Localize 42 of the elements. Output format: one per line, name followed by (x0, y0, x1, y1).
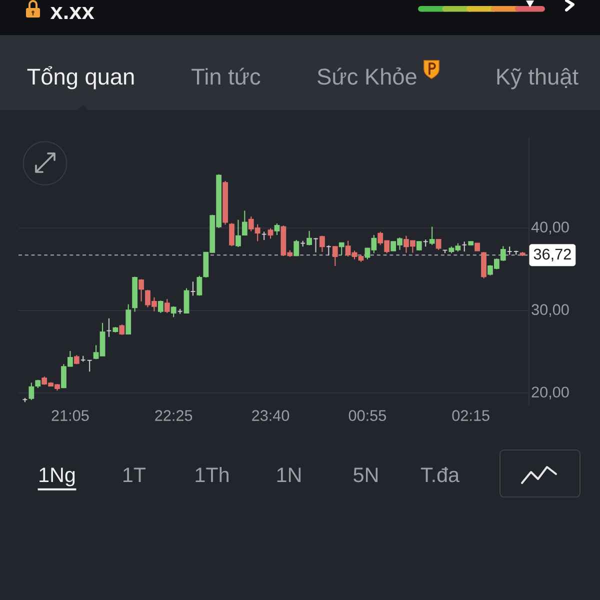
ref-line-label: 36,72 (534, 248, 571, 262)
text: 1Ng (40, 468, 75, 486)
x-tick-label: 02:15 (452, 410, 490, 421)
candlestick (429, 226, 435, 246)
candlestick (119, 324, 125, 336)
y-tick-label: 40,00 (531, 222, 569, 234)
candlestick (138, 278, 144, 302)
text: Tổng quan (27, 66, 134, 90)
text: Tin tức (192, 68, 260, 85)
candlestick (416, 240, 422, 251)
x-tick-label: 23:40 (252, 410, 290, 421)
text: Kỹ thuật (497, 68, 578, 90)
candlestick (274, 222, 280, 236)
candlestick (164, 298, 170, 314)
text: 1T (124, 468, 146, 482)
candlestick (196, 275, 202, 296)
candlestick (320, 235, 325, 252)
candlestick (236, 219, 241, 248)
candlestick (306, 230, 312, 246)
candlestick (294, 239, 300, 257)
text: Sức Khỏe (318, 67, 416, 85)
candlestick (268, 228, 274, 240)
candlestick (436, 238, 442, 250)
candlestick (126, 304, 132, 335)
text: 5N (354, 468, 378, 482)
candlestick (28, 382, 34, 401)
text: 1Th (196, 467, 228, 482)
candlestick (332, 246, 338, 266)
candlestick (158, 300, 164, 314)
candlestick (338, 242, 344, 256)
x-tick-label: 22:25 (155, 410, 192, 421)
chart-title: x.xx (50, 7, 94, 19)
candlestick (229, 222, 234, 247)
y-tick-label: 30,00 (532, 304, 569, 317)
candlestick (184, 288, 190, 314)
candlestick (242, 210, 248, 236)
candlestick (481, 251, 486, 279)
text: T.đa (420, 467, 460, 482)
text: 1N (277, 468, 301, 482)
x-tick-label: 00:55 (348, 410, 386, 421)
x-tick-label: 21:05 (52, 410, 89, 421)
y-tick-label: 20,00 (532, 386, 569, 400)
